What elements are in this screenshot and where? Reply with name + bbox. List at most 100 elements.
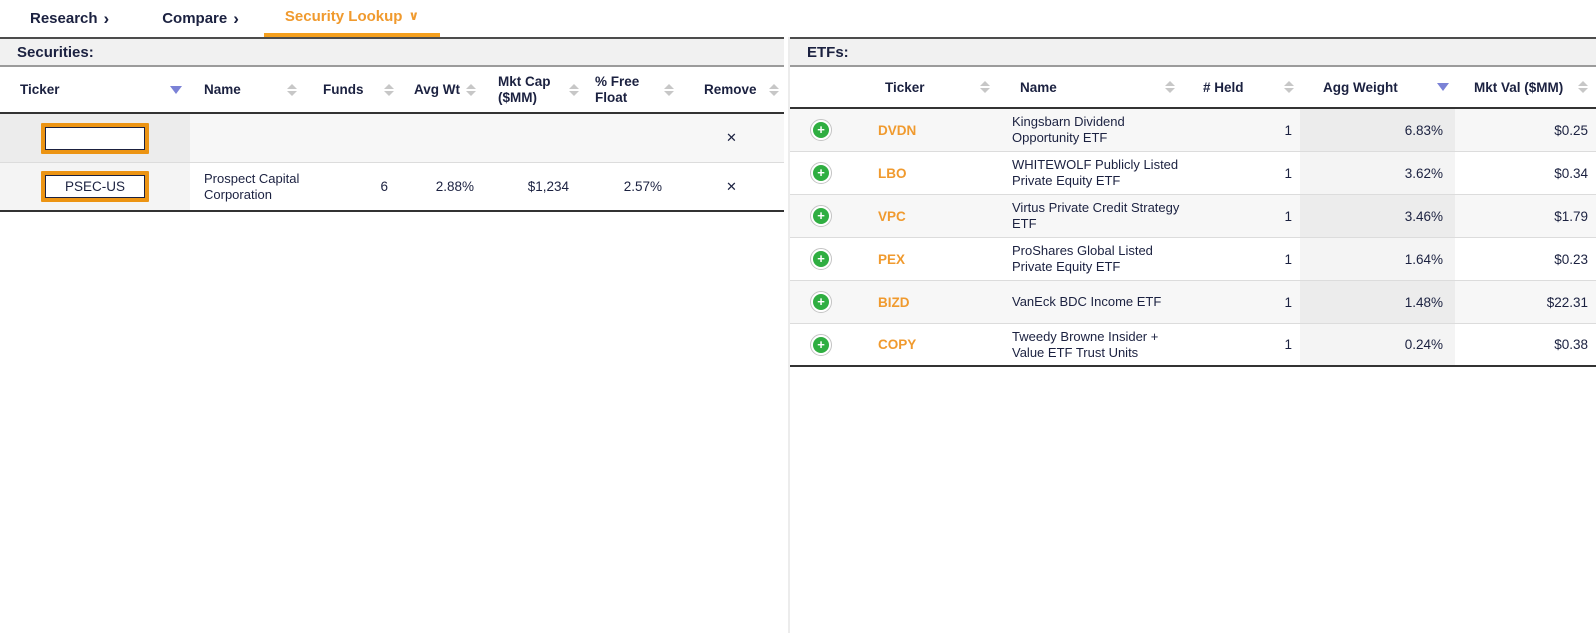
mkt-cap-cell: $1,234	[527, 179, 569, 194]
sort-icon	[1284, 81, 1294, 93]
add-button[interactable]: +	[810, 119, 832, 141]
ticker-input-psec[interactable]	[41, 171, 149, 202]
sort-icon	[980, 81, 990, 93]
remove-icon[interactable]: ✕	[726, 178, 737, 194]
col-header-ticker[interactable]: Ticker	[0, 67, 190, 112]
etf-agg-weight: 3.62%	[1300, 152, 1455, 194]
etf-ticker-link[interactable]: VPC	[878, 208, 906, 224]
col-header-held[interactable]: # Held	[1185, 67, 1300, 107]
ticker-input-new[interactable]	[41, 122, 149, 154]
securities-panel-title: Securities:	[0, 37, 784, 67]
top-nav: Research › Compare › Security Lookup ∨	[0, 0, 1596, 37]
etf-held: 1	[1284, 251, 1292, 267]
avg-wt-cell: 2.88%	[435, 179, 474, 194]
nav-compare[interactable]: Compare ›	[162, 0, 239, 37]
etf-mkt-val: $0.38	[1554, 337, 1588, 352]
etf-held: 1	[1284, 337, 1292, 352]
etf-row-dvdn: + DVDN Kingsbarn Dividend Opportunity ET…	[790, 109, 1596, 152]
etf-mkt-val: $22.31	[1546, 294, 1588, 310]
nav-security-lookup[interactable]: Security Lookup ∨	[263, 0, 441, 37]
etf-row-lbo: + LBO WHITEWOLF Publicly Listed Private …	[790, 152, 1596, 195]
sort-icon	[664, 83, 674, 96]
securities-row-empty: ✕	[0, 114, 784, 163]
etfs-table-header: Ticker Name # Held Agg Weight Mkt Val ($…	[790, 67, 1596, 109]
etf-name: VanEck BDC Income ETF	[1012, 294, 1162, 310]
nav-compare-label: Compare	[162, 10, 228, 27]
etf-ticker-link[interactable]: DVDN	[878, 122, 917, 138]
chevron-right-icon: ›	[103, 9, 110, 28]
remove-cell: ✕	[680, 130, 783, 146]
sort-icon	[1578, 81, 1588, 93]
etf-mkt-val: $0.23	[1554, 251, 1588, 267]
sort-icon	[569, 83, 579, 96]
etf-mkt-val: $0.25	[1554, 122, 1588, 138]
add-button[interactable]: +	[810, 205, 832, 227]
name-cell: Prospect Capital Corporation	[204, 170, 300, 202]
remove-icon[interactable]: ✕	[726, 130, 737, 145]
etf-row-copy: + COPY Tweedy Browne Insider + Value ETF…	[790, 324, 1596, 367]
etf-held: 1	[1284, 122, 1292, 138]
col-header-free-float[interactable]: % Free Float	[585, 67, 680, 112]
etf-agg-weight: 0.24%	[1300, 324, 1455, 365]
etf-name: WHITEWOLF Publicly Listed Private Equity…	[1012, 157, 1179, 188]
etfs-panel: ETFs: Ticker Name # Held Agg Weight Mkt …	[788, 37, 1596, 633]
etf-agg-weight: 6.83%	[1300, 109, 1455, 151]
etf-mkt-val: $1.79	[1554, 208, 1588, 224]
etf-mkt-val: $0.34	[1554, 165, 1588, 181]
etf-row-pex: + PEX ProShares Global Listed Private Eq…	[790, 238, 1596, 281]
chevron-down-icon: ∨	[408, 8, 420, 23]
etf-ticker-link[interactable]: PEX	[878, 251, 906, 267]
sort-desc-icon	[170, 85, 182, 94]
sort-icon	[1165, 81, 1175, 93]
etf-agg-weight: 3.46%	[1300, 195, 1455, 237]
add-button[interactable]: +	[810, 248, 832, 270]
etf-agg-weight: 1.48%	[1300, 281, 1455, 323]
col-header-ticker[interactable]: Ticker	[852, 67, 1000, 107]
etf-name: Virtus Private Credit Strategy ETF	[1012, 200, 1180, 231]
etf-row-vpc: + VPC Virtus Private Credit Strategy ETF…	[790, 195, 1596, 238]
remove-cell: ✕	[680, 179, 783, 195]
funds-cell: 6	[380, 179, 388, 194]
etf-ticker-link[interactable]: LBO	[878, 165, 907, 181]
sort-icon	[384, 83, 394, 96]
add-icon: +	[813, 336, 829, 353]
sort-desc-icon	[1437, 83, 1449, 91]
etf-name: ProShares Global Listed Private Equity E…	[1012, 243, 1153, 274]
etf-name: Tweedy Browne Insider + Value ETF Trust …	[1012, 328, 1159, 360]
add-button[interactable]: +	[810, 291, 832, 313]
ticker-cell	[0, 114, 190, 162]
nav-research[interactable]: Research ›	[30, 0, 109, 37]
col-header-name[interactable]: Name	[190, 67, 305, 112]
ticker-cell	[0, 163, 190, 210]
add-icon: +	[813, 294, 829, 310]
add-button[interactable]: +	[810, 333, 832, 356]
col-header-avg-wt[interactable]: Avg Wt	[400, 67, 480, 112]
nav-security-lookup-label: Security Lookup	[284, 8, 403, 25]
col-header-name[interactable]: Name	[1000, 67, 1185, 107]
etf-ticker-link[interactable]: COPY	[878, 337, 917, 352]
securities-panel: Securities: Ticker Name Funds Avg Wt Mkt…	[0, 37, 784, 633]
etf-held: 1	[1284, 294, 1292, 310]
etf-held: 1	[1284, 165, 1292, 181]
add-button[interactable]: +	[810, 162, 832, 184]
col-header-funds[interactable]: Funds	[305, 67, 400, 112]
add-icon: +	[813, 251, 829, 267]
main-content: Securities: Ticker Name Funds Avg Wt Mkt…	[0, 37, 1596, 633]
etf-name: Kingsbarn Dividend Opportunity ETF	[1012, 114, 1125, 145]
col-header-agg-weight[interactable]: Agg Weight	[1300, 67, 1455, 107]
securities-table-header: Ticker Name Funds Avg Wt Mkt Cap ($MM) %…	[0, 67, 784, 114]
sort-icon	[466, 83, 476, 96]
sort-icon	[769, 83, 779, 96]
add-icon: +	[813, 122, 829, 138]
add-icon: +	[813, 208, 829, 224]
securities-row-psec: Prospect Capital Corporation 6 2.88% $1,…	[0, 163, 784, 212]
col-header-mkt-val[interactable]: Mkt Val ($MM)	[1455, 67, 1596, 107]
chevron-right-icon: ›	[233, 9, 239, 28]
col-header-remove[interactable]: Remove	[680, 67, 783, 112]
col-header-mkt-cap[interactable]: Mkt Cap ($MM)	[480, 67, 585, 112]
etf-row-bizd: + BIZD VanEck BDC Income ETF 1 1.48% $22…	[790, 281, 1596, 324]
nav-research-label: Research	[30, 10, 98, 27]
etfs-panel-title: ETFs:	[790, 37, 1596, 67]
free-float-cell: 2.57%	[623, 179, 662, 194]
etf-ticker-link[interactable]: BIZD	[878, 294, 910, 310]
